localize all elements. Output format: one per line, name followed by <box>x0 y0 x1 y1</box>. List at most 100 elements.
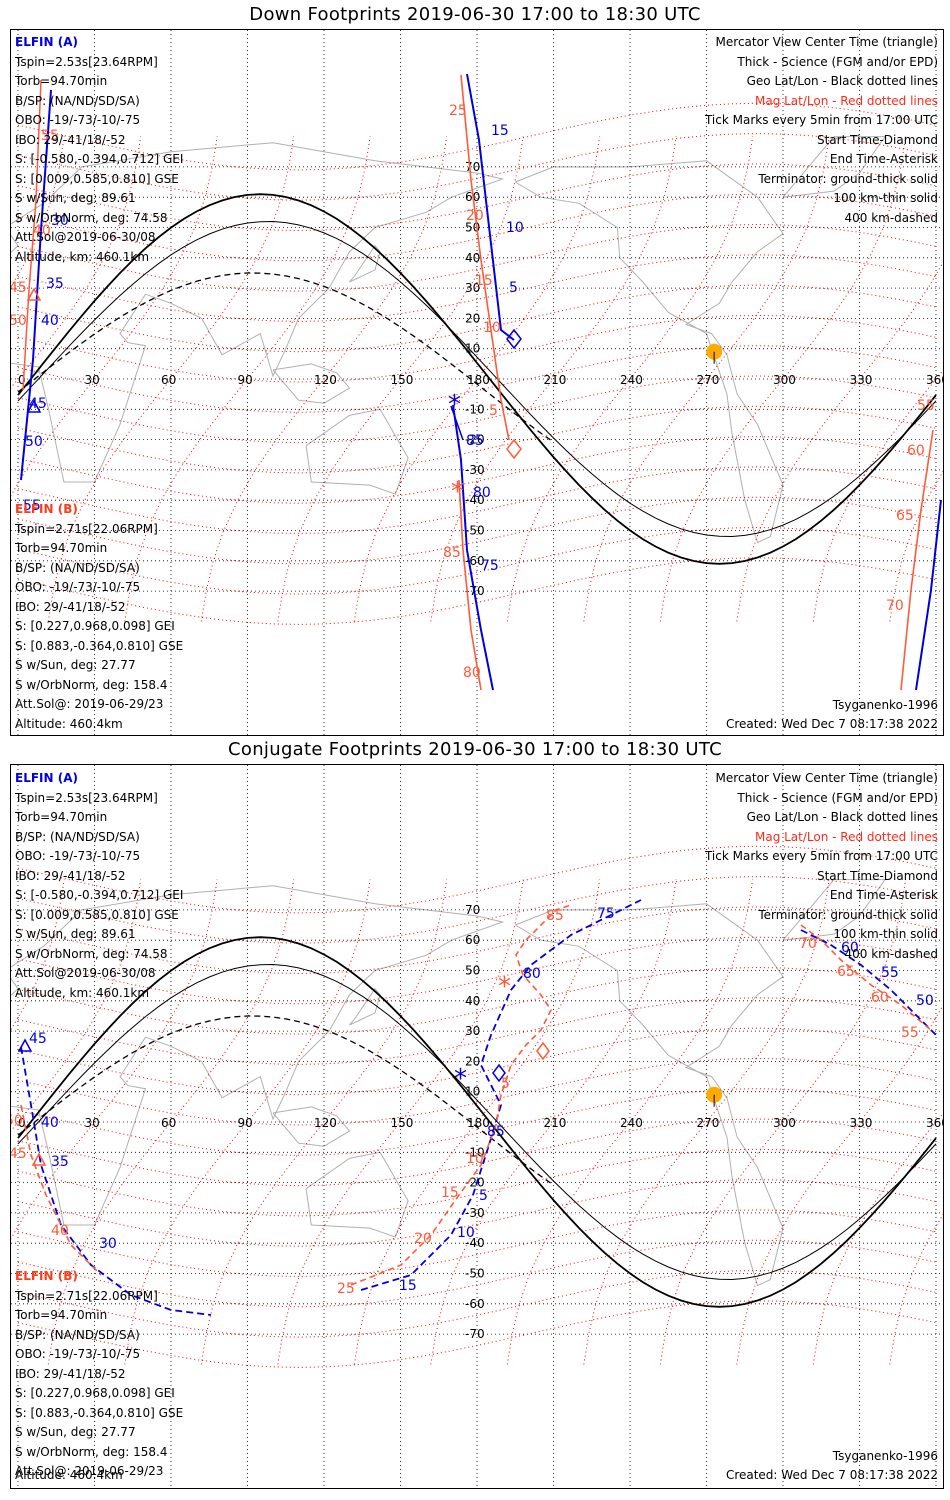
lat-tick-label: -30 <box>465 1206 485 1220</box>
mag-parallel <box>17 466 937 535</box>
mag-meridian <box>812 1112 943 1365</box>
lon-tick-label: 360 <box>926 1116 943 1130</box>
elfin-b-label: ELFIN (B) <box>15 1269 78 1283</box>
lon-tick-label: 30 <box>85 373 100 387</box>
elfin-b-tick-label: 10 <box>483 320 501 336</box>
lat-tick-label: 20 <box>465 311 480 325</box>
elfin-b-tick-label: 65 <box>896 508 914 524</box>
mag-meridian <box>11 879 218 1240</box>
lon-tick-label: 360 <box>926 373 943 387</box>
footprint-panel-down: 0 30 60 90 120 150 180 210 240 270 300 330 360 70 60 50… <box>10 29 944 736</box>
elfin-a-tick-label: 10 <box>506 220 524 236</box>
panel-title: Conjugate Footprints 2019-06-30 17:00 to… <box>228 739 722 760</box>
elfin-b-tick-label: 70 <box>886 598 904 614</box>
elfin-b-line: Tspin=2.71s[22.06RPM] <box>15 521 158 536</box>
elfin-b-tick-label: 10 <box>466 1151 484 1167</box>
lat-tick-label: 60 <box>465 933 480 947</box>
elfin-a-tick-label: 75 <box>481 558 499 574</box>
elfin-b-line: S: [0.883,-0.364,0.810] GSE <box>15 638 184 653</box>
elfin-b-line: S: [0.883,-0.364,0.810] GSE <box>15 1405 184 1420</box>
coastline <box>782 136 886 198</box>
mag-meridian <box>430 136 677 622</box>
elfin-a-line: S: [-0.580,-0.394,0.712] GEI <box>15 152 184 166</box>
lat-tick-label: 70 <box>465 903 480 917</box>
mag-parallel <box>17 906 937 975</box>
map-canvas: 0 30 60 90 120 150 180 210 240 270 300 330 360 70 60 50… <box>11 765 943 1488</box>
lon-tick-label: 30 <box>85 1116 100 1130</box>
lon-tick-label: 180 <box>467 373 490 387</box>
elfin-a-tick-label: 35 <box>51 1154 69 1170</box>
panel-title: Down Footprints 2019-06-30 17:00 to 18:3… <box>249 4 701 25</box>
diamond-marker-icon <box>506 438 522 460</box>
lon-tick-label: 240 <box>620 1116 643 1130</box>
elfin-a-tick-label: 50 <box>916 993 934 1009</box>
lat-tick-label: -40 <box>465 1236 485 1250</box>
elfin-b-line: S w/Sun, deg: 27.77 <box>15 1425 136 1439</box>
lat-tick-label: 40 <box>465 994 480 1008</box>
lat-tick-label: -50 <box>465 524 485 538</box>
elfin-a-line: IBO: 29/-41/18/-52 <box>15 132 126 147</box>
elfin-b-line: S w/OrbNorm, deg: 158.4 <box>15 1444 168 1459</box>
lat-tick-label: -30 <box>465 463 485 477</box>
coastline <box>272 1106 351 1147</box>
lat-tick-label: 70 <box>465 160 480 174</box>
mag-parallel <box>17 1148 937 1217</box>
lat-tick-label: 50 <box>465 964 480 978</box>
elfin-a-line: OBO: -19/-73/-10/-75 <box>15 849 141 863</box>
lon-tick-label: 240 <box>620 373 643 387</box>
mag-parallel <box>17 1118 937 1187</box>
mag-parallel <box>17 1300 937 1368</box>
elfin-a-tick-label: 40 <box>41 1115 59 1131</box>
mag-parallel <box>17 102 937 171</box>
mag-meridian <box>47 879 295 1365</box>
mag-parallel <box>17 526 937 595</box>
elfin-a-tick-label: 85 <box>466 433 484 449</box>
mag-parallel <box>17 345 937 413</box>
mag-parallel <box>17 1027 937 1096</box>
elfin-a-tick-label: 30 <box>51 213 69 229</box>
lat-tick-label: 30 <box>465 1024 480 1038</box>
map-layer <box>11 30 943 735</box>
elfin-b-tick-label: 55 <box>41 128 59 144</box>
legend: Mercator View Center Time (triangle) Thi… <box>705 33 938 228</box>
mag-parallel <box>17 845 937 914</box>
lon-tick-label: 330 <box>850 1116 873 1130</box>
legend-item: End Time-Asterisk <box>829 152 938 166</box>
mag-parallel <box>17 284 937 353</box>
elfin-a-track <box>20 1046 212 1316</box>
mag-meridian <box>47 136 295 622</box>
elfin-b-line: Torb=94.70min <box>15 541 108 555</box>
asterisk-marker-icon: * <box>448 390 461 420</box>
elfin-a-tick-label: 75 <box>597 906 615 922</box>
legend-item: Start Time-Diamond <box>816 132 938 147</box>
mag-meridian <box>124 879 371 1365</box>
elfin-b-line: OBO: -19/-73/-10/-75 <box>15 580 141 594</box>
coastline <box>305 408 409 495</box>
elfin-b-tick-label: 60 <box>871 990 889 1006</box>
elfin-a-track <box>450 405 464 441</box>
legend-item: Mag Lat/Lon - Red dotted lines <box>754 829 938 844</box>
terminator-100km <box>17 963 937 1281</box>
legend-item: Mercator View Center Time (triangle) <box>715 771 938 785</box>
diamond-marker-icon <box>492 1063 506 1083</box>
lon-tick-label: 0 <box>18 373 26 387</box>
legend-item: 400 km-dashed <box>844 210 938 225</box>
lat-tick-label: 10 <box>465 1085 480 1099</box>
mag-parallel <box>17 936 937 1005</box>
elfin-b-line: S: [0.227,0.968,0.098] GEI <box>15 619 175 633</box>
legend-item: Terminator: ground-thick solid <box>758 907 938 922</box>
elfin-b-tick-label: 5 <box>489 403 498 419</box>
lon-tick-label: 60 <box>161 373 176 387</box>
mag-parallel <box>17 436 937 504</box>
lon-tick-label: 330 <box>850 373 873 387</box>
footprint-panel-conjugate: 0 30 60 90 120 150 180 210 240 270 300 330 360 70 60 50… <box>10 764 944 1489</box>
model-label: Tsyganenko-1996 <box>832 698 938 712</box>
mag-parallel <box>17 1269 937 1338</box>
legend-item: Geo Lat/Lon - Black dotted lines <box>746 74 938 88</box>
elfin-b-tick-label: 85 <box>546 908 564 924</box>
triangle-marker-icon <box>17 1038 33 1052</box>
elfin-b-tick-label: 50 <box>11 313 27 329</box>
elfin-b-tick-label: 70 <box>799 936 817 952</box>
legend-item: Tick Marks every 5min from 17:00 UTC <box>704 113 938 127</box>
lat-tick-label: 10 <box>465 342 480 356</box>
